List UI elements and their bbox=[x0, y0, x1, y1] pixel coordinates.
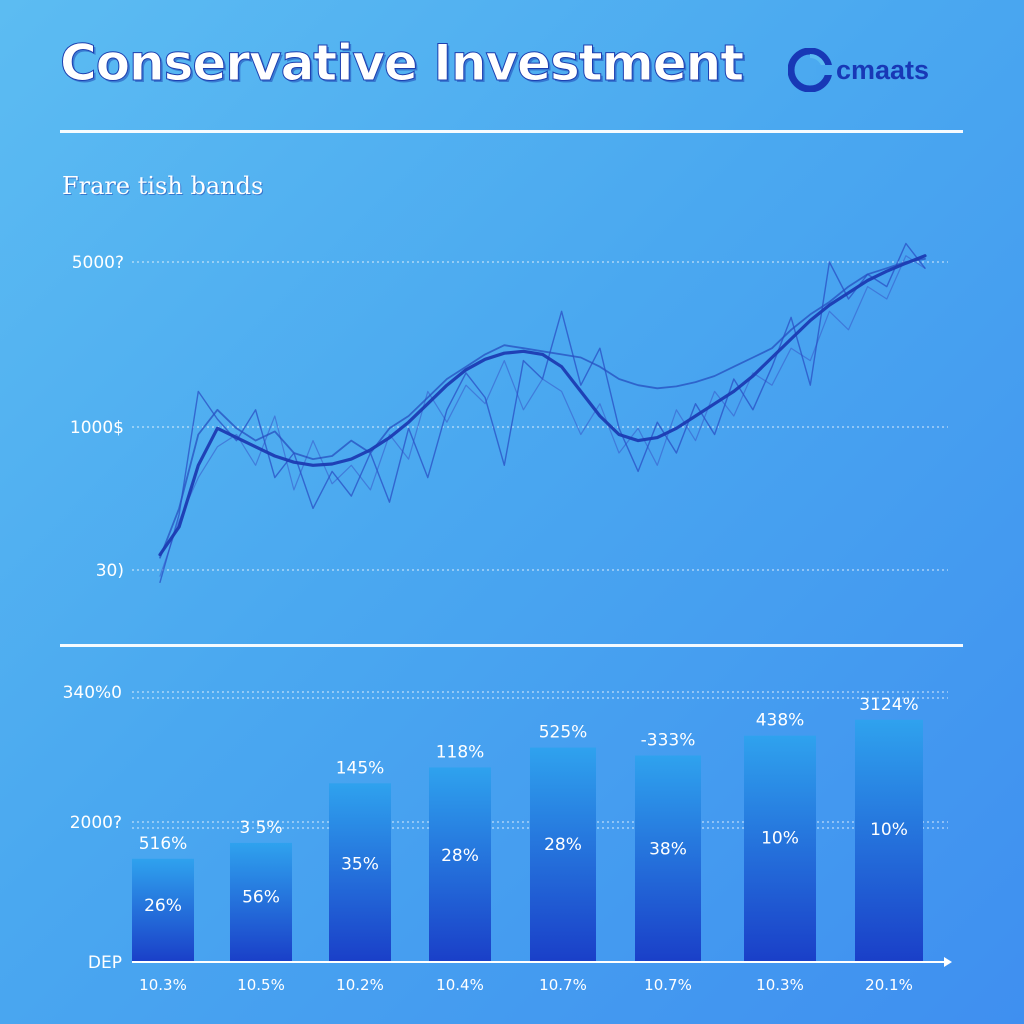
bar-x-tick-label: 20.1% bbox=[865, 976, 913, 994]
bar-y-tick-label: 340%0 bbox=[63, 683, 122, 703]
bar-y-tick-label: 2000? bbox=[70, 813, 122, 833]
header-divider bbox=[60, 130, 963, 133]
bar-inner-label: 10% bbox=[761, 829, 799, 849]
bar bbox=[530, 747, 596, 962]
brand-logo-icon bbox=[788, 48, 832, 92]
bar-inner-label: 26% bbox=[144, 896, 182, 916]
bar bbox=[329, 783, 391, 962]
bar-x-tick-label: 10.4% bbox=[436, 976, 484, 994]
brand: cmaats bbox=[788, 46, 929, 94]
bar-y-tick-label: DEP bbox=[88, 953, 122, 973]
bar-inner-label: 35% bbox=[341, 855, 379, 875]
bar-x-tick-label: 10.7% bbox=[539, 976, 587, 994]
brand-name: cmaats bbox=[836, 54, 930, 85]
bar-top-label: 3124% bbox=[859, 695, 918, 715]
line-y-tick-label: 5000? bbox=[72, 253, 124, 273]
page-title: Conservative Investment bbox=[59, 34, 744, 93]
bar-inner-label: 56% bbox=[242, 887, 280, 907]
bar-inner-label: 38% bbox=[649, 839, 687, 859]
bar-x-tick-label: 10.3% bbox=[756, 976, 804, 994]
bar-top-label: -333% bbox=[641, 731, 696, 751]
bar-inner-label: 10% bbox=[870, 820, 908, 840]
line-series-trend bbox=[158, 254, 927, 557]
line-series-noisy-1 bbox=[159, 242, 926, 583]
line-y-tick-label: 1000$ bbox=[70, 418, 124, 438]
section-divider bbox=[60, 644, 963, 647]
bar-x-tick-label: 10.2% bbox=[336, 976, 384, 994]
axis-arrow-icon bbox=[944, 957, 952, 967]
bar-top-label: 516% bbox=[139, 834, 188, 854]
line-chart: 5000? 1000$ 30) bbox=[70, 242, 948, 583]
bar bbox=[429, 767, 491, 962]
bar-top-label: 525% bbox=[539, 723, 588, 743]
bar-inner-label: 28% bbox=[441, 846, 479, 866]
bar bbox=[855, 719, 923, 962]
bar-chart: 340%0 2000? DEP 516% 26% 3 5% 56% 145% 35% 118% 2… bbox=[63, 683, 952, 994]
bar-x-tick-label: 10.5% bbox=[237, 976, 285, 994]
bar-top-label: 438% bbox=[756, 711, 805, 731]
bar-top-label: 3 5% bbox=[239, 818, 282, 838]
bar-top-label: 118% bbox=[436, 742, 485, 762]
bar-x-tick-label: 10.7% bbox=[644, 976, 692, 994]
bar bbox=[635, 755, 701, 962]
chart-subtitle: Frare tish bands bbox=[62, 172, 264, 200]
bar-top-label: 145% bbox=[336, 758, 385, 778]
bar-x-tick-label: 10.3% bbox=[139, 976, 187, 994]
bar bbox=[132, 858, 194, 962]
line-series-noisy-3 bbox=[159, 255, 926, 577]
bar bbox=[230, 842, 292, 962]
line-y-tick-label: 30) bbox=[96, 561, 124, 581]
bar-inner-label: 28% bbox=[544, 835, 582, 855]
bar bbox=[744, 735, 816, 962]
line-series-noisy-2 bbox=[159, 257, 926, 559]
